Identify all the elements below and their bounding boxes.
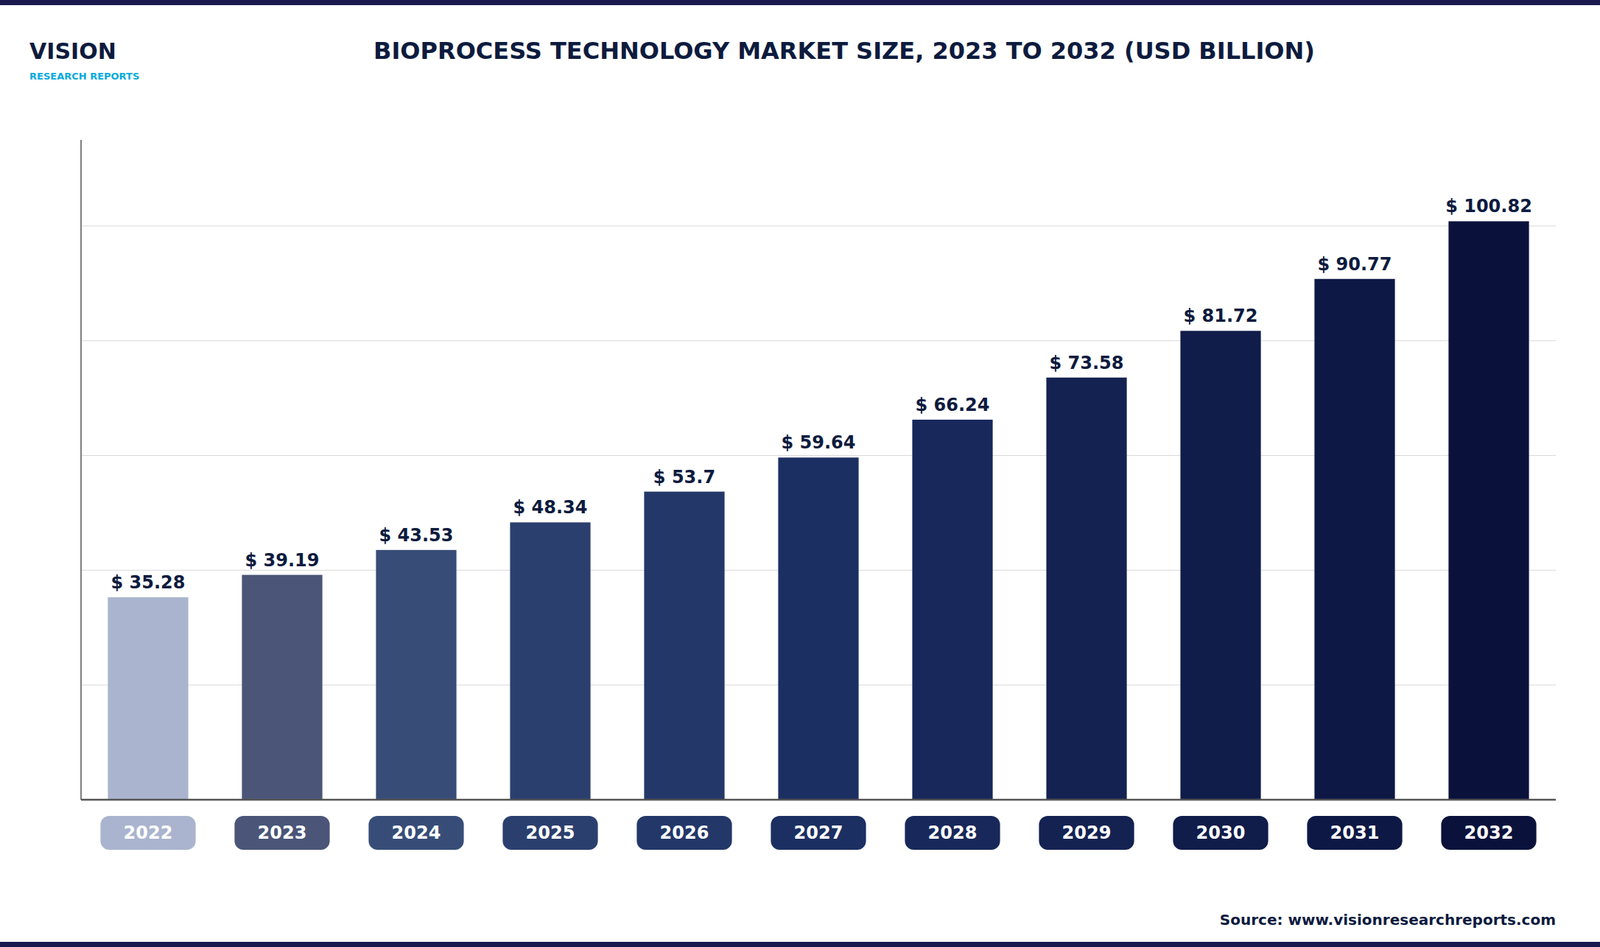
x-tick-box: [636, 816, 732, 851]
x-tick-label: 2023: [257, 822, 308, 844]
data-labels: $ 35.28 $ 39.19 $ 43.53 $ 48.34 $ 53.7 $ 59.6…: [111, 195, 1533, 594]
bar: [643, 492, 725, 800]
data-label: $ 100.82: [1445, 195, 1533, 217]
data-label: $ 73.58: [1049, 352, 1125, 374]
chart-container: BIOPROCESS TECHNOLOGY MARKET SIZE, 2023 …: [0, 0, 1600, 947]
x-tick-label: 2024: [391, 822, 442, 844]
x-tick-box: [100, 816, 196, 851]
y-axis-line: [80, 139, 82, 800]
data-label: $ 81.72: [1183, 305, 1259, 327]
x-tick-box: [904, 816, 1000, 851]
bar: [1046, 377, 1127, 800]
grid-line: [81, 800, 1556, 801]
bottom-border: [0, 942, 1600, 947]
data-label: $ 90.77: [1317, 254, 1393, 275]
top-border: [0, 0, 1600, 6]
source-note: Source: www.visionresearchreports.com: [1219, 911, 1556, 929]
x-tick-label: 2031: [1330, 822, 1380, 844]
x-tick-box: [770, 816, 866, 851]
bar: [777, 457, 859, 800]
x-tick-label: 2028: [928, 822, 978, 844]
data-label: $ 66.24: [915, 394, 991, 416]
chart-svg: BIOPROCESS TECHNOLOGY MARKET SIZE, 2023 …: [0, 0, 1600, 947]
bar: [375, 550, 456, 800]
bars: [107, 220, 1529, 800]
data-label: $ 35.28: [111, 572, 186, 594]
data-label: $ 48.34: [513, 497, 588, 518]
bar: [107, 597, 188, 800]
chart-title: BIOPROCESS TECHNOLOGY MARKET SIZE, 2023 …: [373, 36, 1315, 65]
x-tick-label: 2027: [794, 822, 844, 844]
grid-line: [81, 225, 1556, 227]
x-tick-label: 2025: [525, 822, 576, 844]
data-label: $ 53.7: [653, 467, 716, 488]
x-tick-labels: 2022 2023 2024 2025 2026 2027 2028 2029 2030 2031…: [100, 816, 1536, 851]
x-tick-box: [368, 816, 464, 851]
data-label: $ 43.53: [379, 525, 454, 546]
data-label: $ 59.64: [781, 432, 856, 454]
x-tick-box: [234, 816, 330, 851]
data-label: $ 39.19: [245, 550, 320, 571]
x-tick-label: 2026: [660, 822, 710, 844]
x-tick-box: [502, 816, 598, 851]
bar: [509, 522, 591, 800]
x-tick-label: 2030: [1196, 822, 1246, 844]
bar: [241, 575, 322, 800]
bar: [1314, 279, 1395, 800]
x-tick-label: 2022: [123, 822, 174, 844]
x-tick-box: [1440, 816, 1536, 851]
bar: [911, 419, 993, 800]
logo-subtitle: RESEARCH REPORTS: [29, 70, 140, 82]
x-tick-box: [1172, 816, 1268, 851]
bar: [1180, 330, 1261, 800]
bar: [1448, 220, 1529, 800]
x-tick-label: 2029: [1062, 822, 1112, 844]
x-tick-label: 2032: [1464, 822, 1514, 844]
x-tick-box: [1038, 816, 1134, 851]
x-tick-box: [1306, 816, 1402, 851]
logo-title: VISION: [29, 38, 117, 65]
x-axis-line: [81, 799, 1556, 802]
grid: [81, 226, 1556, 800]
